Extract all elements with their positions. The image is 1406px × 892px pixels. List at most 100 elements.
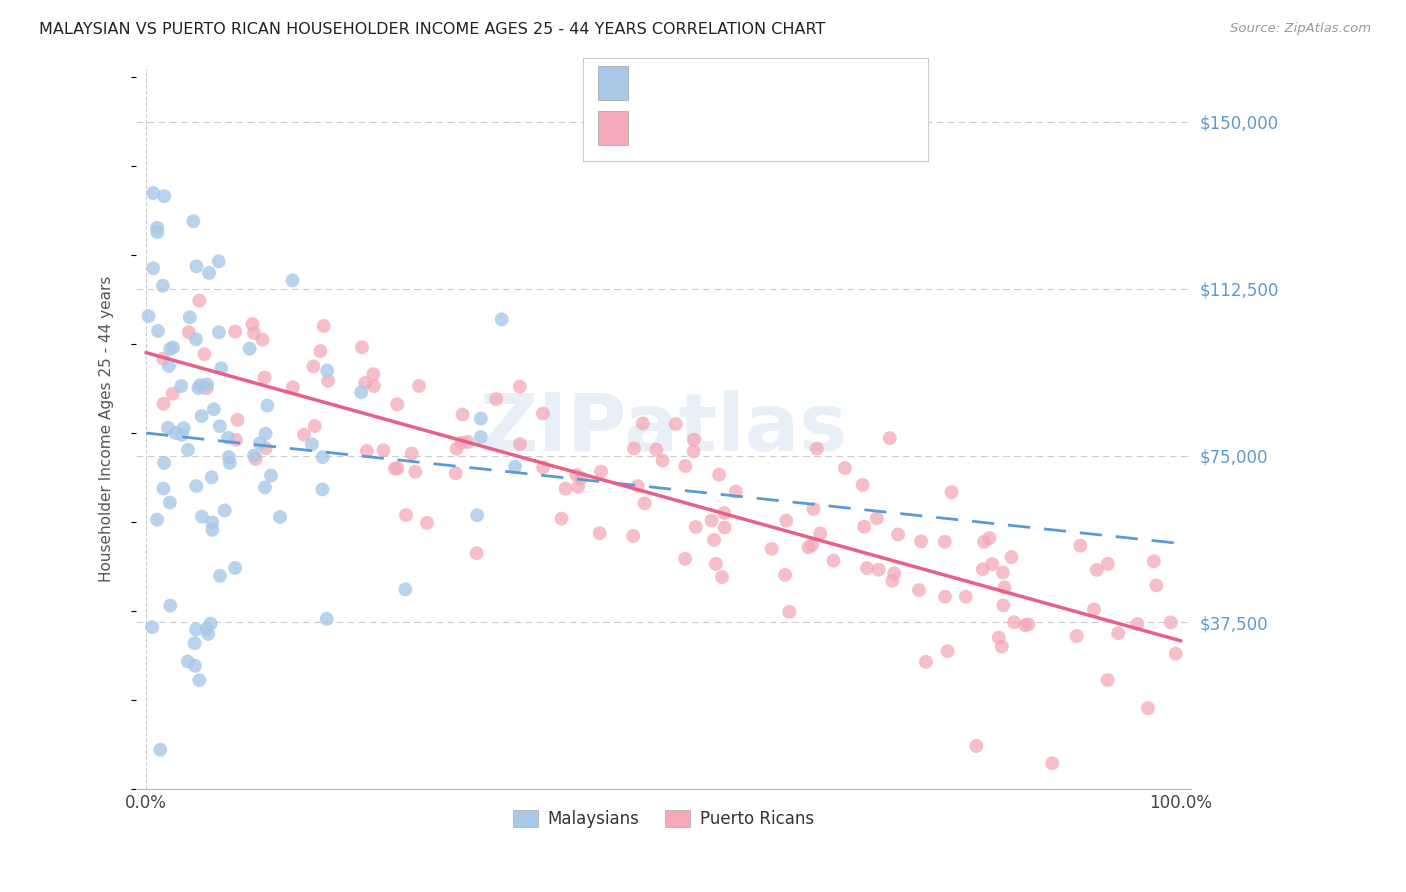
- Point: [190, 409, 212, 423]
- Point: [491, 312, 513, 326]
- Point: [683, 433, 706, 447]
- Point: [142, 186, 165, 200]
- Point: [253, 480, 276, 494]
- Point: [1040, 756, 1063, 771]
- Point: [503, 459, 526, 474]
- Text: ZIPatlas: ZIPatlas: [479, 390, 848, 468]
- Point: [191, 509, 214, 524]
- Point: [253, 370, 276, 384]
- Point: [908, 583, 931, 598]
- Point: [713, 506, 735, 520]
- Point: [1083, 602, 1105, 616]
- Point: [177, 325, 200, 339]
- Point: [311, 483, 333, 497]
- Point: [312, 319, 335, 334]
- Point: [239, 342, 262, 356]
- Point: [249, 436, 271, 450]
- Point: [162, 341, 184, 355]
- Point: [1160, 615, 1182, 630]
- Point: [834, 461, 856, 475]
- Point: [1143, 554, 1166, 568]
- Point: [941, 485, 963, 500]
- Point: [260, 468, 283, 483]
- Point: [887, 527, 910, 541]
- Point: [254, 441, 277, 455]
- Point: [202, 402, 225, 417]
- Point: [214, 503, 236, 517]
- Point: [991, 566, 1014, 580]
- Point: [408, 379, 430, 393]
- Point: [384, 461, 406, 475]
- Point: [312, 450, 335, 465]
- Text: 132: 132: [800, 119, 837, 136]
- Point: [243, 326, 266, 340]
- Point: [200, 616, 222, 631]
- Point: [856, 561, 879, 575]
- Point: [665, 417, 688, 431]
- Point: [554, 482, 576, 496]
- Point: [387, 461, 409, 475]
- Point: [152, 278, 174, 293]
- Point: [170, 379, 193, 393]
- Point: [631, 417, 654, 431]
- Point: [157, 359, 180, 373]
- Point: [224, 561, 246, 575]
- Point: [153, 189, 176, 203]
- Point: [195, 377, 218, 392]
- Point: [193, 347, 215, 361]
- Text: R =: R =: [643, 74, 681, 92]
- Point: [685, 520, 707, 534]
- Point: [955, 590, 977, 604]
- Point: [201, 523, 224, 537]
- Point: [806, 442, 828, 456]
- Point: [1126, 617, 1149, 632]
- Point: [915, 655, 938, 669]
- Point: [470, 411, 492, 425]
- Point: [350, 385, 373, 400]
- Point: [281, 273, 304, 287]
- Point: [1144, 578, 1167, 592]
- Point: [700, 513, 723, 527]
- Point: [177, 655, 200, 669]
- Point: [152, 482, 174, 496]
- Point: [797, 541, 820, 555]
- Point: [1097, 557, 1119, 571]
- Point: [159, 495, 181, 509]
- Point: [682, 444, 704, 458]
- Point: [188, 673, 211, 688]
- Point: [188, 378, 211, 392]
- Point: [591, 465, 613, 479]
- Point: [973, 534, 995, 549]
- Point: [993, 581, 1015, 595]
- Point: [627, 479, 650, 493]
- Point: [711, 570, 734, 584]
- Point: [292, 427, 315, 442]
- Point: [823, 554, 845, 568]
- Point: [651, 453, 673, 467]
- Point: [316, 374, 339, 388]
- Legend: Malaysians, Puerto Ricans: Malaysians, Puerto Ricans: [506, 804, 821, 835]
- Point: [152, 397, 174, 411]
- Point: [184, 332, 207, 346]
- Point: [179, 310, 201, 325]
- Point: [281, 380, 304, 394]
- Point: [363, 368, 385, 382]
- Point: [316, 363, 339, 377]
- Point: [1136, 701, 1159, 715]
- Point: [416, 516, 439, 530]
- Point: [803, 502, 825, 516]
- Point: [197, 627, 219, 641]
- Point: [991, 640, 1014, 654]
- Point: [457, 434, 479, 449]
- Point: [1164, 647, 1187, 661]
- Point: [162, 386, 184, 401]
- Point: [387, 397, 409, 411]
- Point: [704, 557, 727, 571]
- Point: [187, 381, 209, 395]
- Point: [195, 381, 218, 395]
- Point: [183, 636, 205, 650]
- Point: [165, 425, 187, 440]
- Text: 78: 78: [800, 74, 824, 92]
- Text: R =: R =: [643, 119, 681, 136]
- Point: [177, 442, 200, 457]
